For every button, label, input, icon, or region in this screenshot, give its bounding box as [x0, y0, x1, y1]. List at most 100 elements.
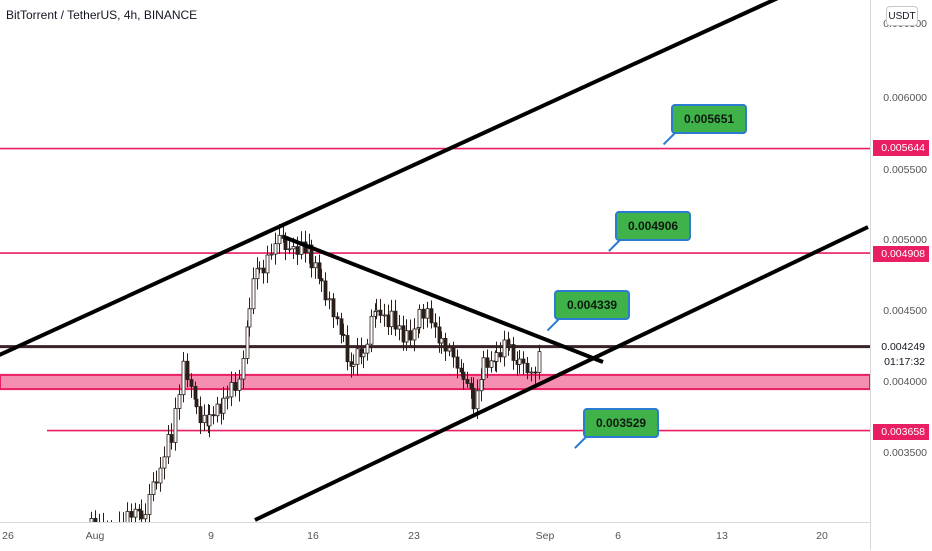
candle-body [319, 278, 324, 282]
candle-body [459, 367, 464, 373]
time-label: 9 [208, 530, 214, 542]
candle-body [181, 360, 186, 396]
candle-body [129, 511, 134, 518]
candle-body [269, 253, 274, 256]
candle-body [498, 352, 503, 358]
candle-body [439, 337, 444, 344]
candle-body [339, 318, 344, 335]
price-callout-1[interactable]: 0.004906 [615, 211, 692, 241]
candle-body [335, 316, 340, 320]
candle-body [295, 246, 300, 255]
candle-body [341, 334, 346, 336]
candle-body [277, 234, 282, 245]
candle-body [198, 406, 203, 424]
candle-body [287, 248, 292, 251]
price-axis[interactable]: 0.006500 0.006000 0.005500 0.005000 0.00… [870, 0, 932, 550]
candle-body [382, 314, 387, 317]
candle-body [397, 325, 402, 330]
candle-body [378, 309, 383, 316]
candle-body [245, 326, 250, 359]
candle-body [408, 330, 413, 341]
time-label: 20 [816, 530, 828, 542]
countdown-label: 01:17:32 [884, 356, 925, 368]
candle-body [331, 298, 336, 318]
candle-body [169, 434, 174, 443]
candle-body [327, 298, 332, 301]
candle-body [525, 362, 530, 374]
candle-body [489, 360, 494, 368]
candle-body [309, 244, 314, 269]
candle-body [207, 414, 212, 427]
candle-body [365, 343, 370, 354]
price-callout-2[interactable]: 0.004339 [554, 290, 631, 320]
price-callout-0[interactable]: 0.005651 [671, 104, 748, 134]
time-axis[interactable]: 26 Aug 9 16 23 Sep 6 13 20 [0, 522, 870, 551]
candle-body [465, 379, 470, 384]
candle-body [404, 330, 409, 343]
ascending-channel-upper [0, 0, 779, 357]
candle-body [261, 267, 266, 274]
candle-body [421, 308, 426, 319]
candle-body [521, 358, 526, 364]
price-callout-3[interactable]: 0.003529 [583, 408, 660, 438]
candle-body [255, 267, 260, 280]
candle-body [177, 394, 182, 409]
candle-body [291, 246, 296, 250]
candle-body [455, 356, 460, 369]
candle-body [533, 371, 538, 374]
candle-body [89, 517, 94, 522]
candle-body [247, 308, 252, 328]
candle-body [429, 308, 434, 324]
candle-body [393, 310, 398, 330]
callout-value: 0.003529 [596, 416, 647, 430]
candle-body [517, 358, 522, 365]
descending-resistance [283, 235, 604, 364]
candle-body [93, 517, 98, 522]
time-label: 23 [408, 530, 420, 542]
price-tick: 0.005500 [883, 164, 927, 176]
candle-body [313, 262, 318, 269]
callout-value: 0.004339 [567, 298, 618, 312]
level-label-price: 0.005644 [873, 140, 929, 156]
candle-body [386, 314, 391, 328]
callout-value: 0.004906 [628, 219, 679, 233]
current-price-label: 0.004249 [881, 341, 925, 353]
candle-body [323, 280, 328, 301]
candle-body [221, 397, 226, 414]
chart-pane[interactable]: BitTorrent / TetherUS, 4h, BINANCE 0.005… [0, 0, 870, 522]
candle-body [147, 494, 152, 515]
time-label: 6 [615, 530, 621, 542]
candle-body [443, 337, 448, 352]
candle-body [401, 325, 406, 343]
candle-body [511, 344, 516, 361]
candle-body [211, 414, 216, 417]
candle-body [461, 371, 466, 380]
candle-body [507, 344, 512, 346]
symbol-title: BitTorrent / TetherUS, 4h, BINANCE [6, 8, 198, 22]
price-chart[interactable] [0, 0, 870, 522]
candle-body [351, 363, 356, 367]
candle-body [317, 262, 322, 279]
price-tick: 0.006000 [883, 92, 927, 104]
candle-body [412, 328, 417, 341]
currency-button[interactable]: USDT [886, 6, 918, 26]
candle-body [361, 352, 366, 358]
price-tick: 0.005000 [883, 234, 927, 246]
candle-body [273, 243, 278, 255]
candle-body [162, 456, 167, 469]
candle-body [166, 434, 171, 458]
callout-value: 0.005651 [684, 112, 735, 126]
candle-body [158, 467, 163, 484]
candle-body [265, 254, 270, 274]
candle-body [194, 398, 199, 408]
time-label: Sep [535, 530, 555, 542]
candle-body [433, 322, 438, 328]
candle-body [485, 357, 490, 368]
candle-body [154, 481, 159, 484]
candle-body [173, 408, 178, 443]
candle-body [475, 390, 480, 410]
candle-body [447, 347, 452, 352]
candle-body [345, 335, 350, 363]
candle-body [125, 511, 130, 522]
time-label: 13 [716, 530, 728, 542]
